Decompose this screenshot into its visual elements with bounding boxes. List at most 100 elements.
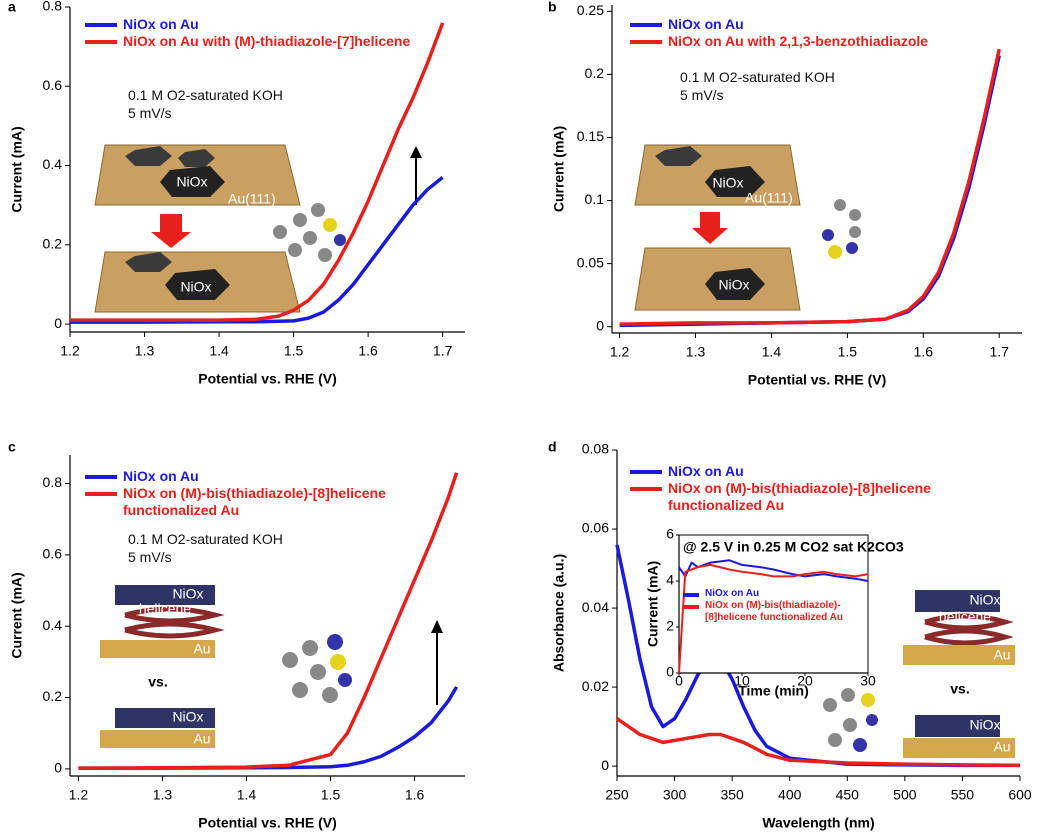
x-tick-label: 1.3 xyxy=(153,787,173,803)
schematic-label: Au xyxy=(993,739,1010,755)
schematic-label: helicene xyxy=(139,601,191,617)
y-tick-label: 0 xyxy=(596,317,604,333)
legend-entry: NiOx on Au xyxy=(630,16,1020,33)
x-tick-label: 1.7 xyxy=(433,343,453,359)
x-tick-label: 500 xyxy=(893,787,917,803)
y-axis-label: Absorbance (a.u.) xyxy=(551,554,567,672)
x-tick-label: 1.3 xyxy=(686,344,706,360)
y-tick-label: 0.08 xyxy=(582,441,609,457)
legend: NiOx on Au NiOx on Au with 2,1,3-benzothi… xyxy=(630,16,1020,50)
schematic-label: NiOx xyxy=(969,592,1000,608)
schematic-label: vs. xyxy=(950,681,969,697)
x-tick-label: 1.6 xyxy=(405,787,425,803)
y-tick-label: 0.2 xyxy=(43,688,63,704)
legend-swatch xyxy=(683,605,699,609)
y-tick-label: 0 xyxy=(54,760,62,776)
x-axis-label: Potential vs. RHE (V) xyxy=(748,372,886,388)
x-tick-label: 1.5 xyxy=(321,787,341,803)
panel-label: b xyxy=(548,0,557,15)
x-tick-label: 1.3 xyxy=(135,343,155,359)
y-tick-label: 0.8 xyxy=(43,0,63,14)
y-tick-label: 2 xyxy=(666,618,674,634)
x-tick-label: 1.4 xyxy=(762,344,782,360)
x-tick-label: 1.2 xyxy=(60,343,80,359)
schematic: NiOx Au(111) NiOx xyxy=(94,144,422,313)
schematic: NiOx Au(111) NiOx xyxy=(634,144,861,311)
annotation: 0.1 M O2-saturated KOH xyxy=(680,69,835,85)
x-tick-label: 1.4 xyxy=(237,787,257,803)
schematic-label: vs. xyxy=(148,674,167,690)
legend-entry: NiOx on (M)-bis(thiadiazole)-[8]helicene… xyxy=(683,600,863,624)
x-axis-label: Wavelength (nm) xyxy=(762,815,874,831)
legend-label: NiOx on Au with 2,1,3-benzothiadiazole xyxy=(668,33,929,49)
schematic-label: Au xyxy=(193,641,210,657)
legend-swatch xyxy=(85,40,117,44)
schematic: NiOx helicene Au vs. NiOx Au xyxy=(100,585,443,748)
y-tick-label: 0.1 xyxy=(585,191,605,207)
y-tick-label: 0.2 xyxy=(585,65,605,81)
y-tick-label: 0.2 xyxy=(43,236,63,252)
x-axis-label: Potential vs. RHE (V) xyxy=(198,815,336,831)
series-line xyxy=(678,563,869,674)
x-tick-label: 1.5 xyxy=(838,344,858,360)
y-tick-label: 0.06 xyxy=(582,520,609,536)
schematic-label: NiOx xyxy=(969,717,1000,733)
legend-entry: NiOx on Au xyxy=(85,16,455,33)
legend-entry: NiOx on Au xyxy=(85,468,465,485)
legend-label: NiOx on Au with (M)-thiadiazole-[7]helic… xyxy=(123,33,411,49)
annotation: 5 mV/s xyxy=(680,87,724,103)
y-axis-label: Current (mA) xyxy=(551,126,567,212)
x-axis-label: Time (min) xyxy=(738,683,809,699)
series-line xyxy=(678,559,869,582)
series-line xyxy=(616,717,1021,768)
legend-swatch xyxy=(630,23,662,27)
y-tick-label: 0 xyxy=(54,315,62,331)
legend-entry: NiOx on Au xyxy=(630,463,1010,480)
y-tick-label: 4 xyxy=(666,572,674,588)
y-tick-label: 6 xyxy=(666,526,674,542)
x-tick-label: 550 xyxy=(951,787,975,803)
schematic-label: NiOx xyxy=(172,709,203,725)
series-line xyxy=(70,22,445,322)
schematic-label: Au xyxy=(193,731,210,747)
x-tick-label: 1.2 xyxy=(610,344,630,360)
annotation: 5 mV/s xyxy=(128,549,172,565)
legend-label: NiOx on Au xyxy=(668,16,744,32)
y-tick-label: 0.05 xyxy=(577,254,604,270)
y-tick-label: 0.8 xyxy=(43,474,63,490)
legend-swatch xyxy=(683,593,699,597)
legend-swatch xyxy=(85,492,117,496)
schematic-label: NiOx xyxy=(172,586,203,602)
legend-label: NiOx on Au xyxy=(123,468,199,484)
x-tick-label: 1.7 xyxy=(989,344,1009,360)
series-line xyxy=(619,48,1001,326)
panel-label: c xyxy=(8,439,16,455)
x-tick-label: 250 xyxy=(605,787,629,803)
x-axis-label: Potential vs. RHE (V) xyxy=(198,371,336,387)
y-tick-label: 0.4 xyxy=(43,617,63,633)
y-axis-label: Current (mA) xyxy=(645,561,661,647)
schematic-label: Au(111) xyxy=(745,190,793,206)
x-tick-label: 1.4 xyxy=(209,343,229,359)
x-tick-label: 20 xyxy=(797,673,813,689)
x-tick-label: 400 xyxy=(778,787,802,803)
legend: NiOx on Au NiOx on (M)-bis(thiadiazole)-[… xyxy=(683,588,863,624)
y-tick-label: 0.6 xyxy=(43,546,63,562)
legend-swatch xyxy=(85,475,117,479)
x-tick-label: 1.6 xyxy=(358,343,378,359)
legend: NiOx on Au NiOx on Au with (M)-thiadiazol… xyxy=(85,16,455,50)
legend-label: NiOx on (M)-bis(thiadiazole)-[8]helicene… xyxy=(123,485,386,518)
y-tick-label: 0.15 xyxy=(577,128,604,144)
schematic: NiOx helicene Au vs. NiOx Au xyxy=(823,590,1015,758)
y-axis-label: Current (mA) xyxy=(9,572,25,658)
x-tick-label: 350 xyxy=(720,787,744,803)
legend-entry: NiOx on Au with (M)-thiadiazole-[7]helic… xyxy=(85,33,455,50)
y-tick-label: 0.04 xyxy=(582,599,609,615)
annotations: 0.1 M O2-saturated KOH 5 mV/s xyxy=(680,68,835,104)
schematic-label: NiOx xyxy=(712,175,743,191)
legend-swatch xyxy=(630,40,662,44)
legend-label: NiOx on (M)-bis(thiadiazole)-[8]helicene… xyxy=(668,480,931,513)
legend: NiOx on Au NiOx on (M)-bis(thiadiazole)-[… xyxy=(630,463,1010,514)
series-line xyxy=(78,472,459,770)
